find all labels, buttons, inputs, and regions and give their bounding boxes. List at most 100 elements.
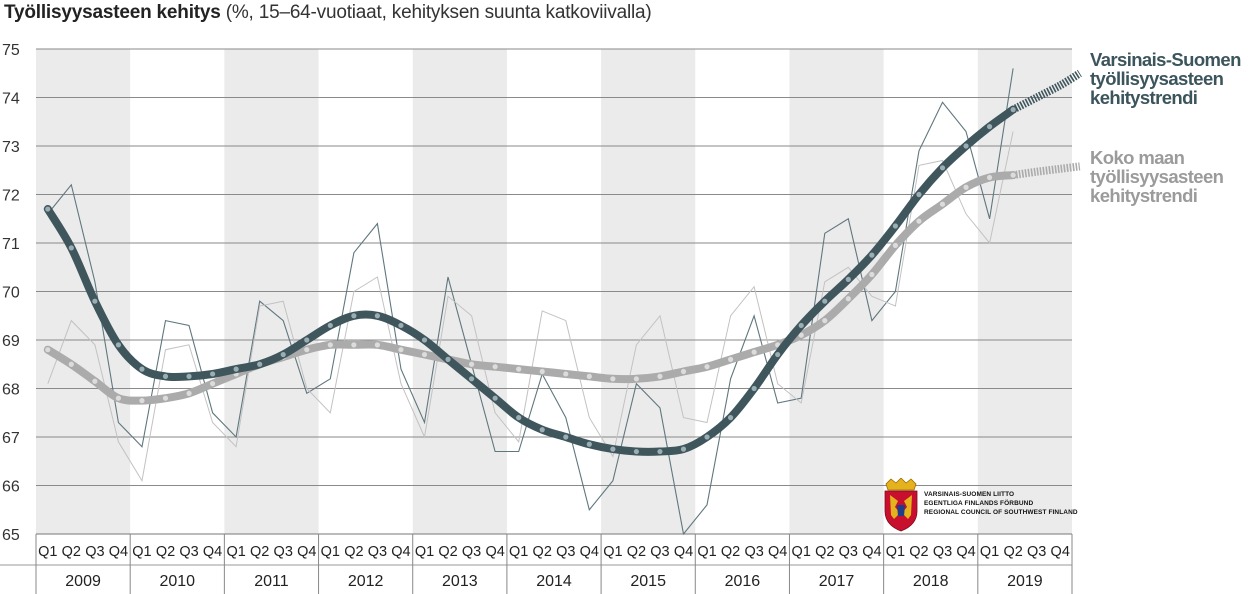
x-tick-quarter: Q2 bbox=[1003, 544, 1022, 560]
x-tick-quarter: Q2 bbox=[344, 544, 363, 560]
x-tick-quarter: Q3 bbox=[179, 544, 198, 560]
legend-southwest-line: kehitystrendi bbox=[1090, 87, 1198, 108]
trend-point-southwest bbox=[139, 366, 145, 372]
legend-country-line: työllisyysasteen bbox=[1090, 166, 1224, 187]
legend-country: Koko maan työllisyysasteen kehitystrendi bbox=[1090, 147, 1224, 205]
trend-point-country bbox=[492, 364, 498, 370]
trend-point-southwest bbox=[657, 448, 663, 455]
x-tick-quarter: Q1 bbox=[509, 544, 528, 560]
y-tick-label: 74 bbox=[2, 91, 20, 108]
trend-point-southwest bbox=[115, 342, 122, 348]
trend-point-country bbox=[939, 201, 946, 207]
trend-point-country bbox=[1010, 172, 1016, 178]
y-tick-label: 72 bbox=[2, 188, 20, 205]
x-tick-quarter: Q1 bbox=[226, 544, 245, 560]
x-tick-quarter: Q4 bbox=[580, 544, 599, 560]
x-tick-quarter: Q4 bbox=[1051, 544, 1070, 560]
x-tick-quarter: Q3 bbox=[744, 544, 763, 560]
trend-point-country bbox=[657, 373, 663, 379]
trend-point-country bbox=[680, 368, 687, 375]
trend-point-country bbox=[92, 378, 98, 384]
x-tick-quarter: Q4 bbox=[485, 544, 504, 560]
x-tick-quarter: Q2 bbox=[156, 544, 175, 560]
x-tick-quarter: Q4 bbox=[768, 544, 787, 560]
logo-text-line: EGENTLIGA FINLANDS FÖRBUND bbox=[924, 500, 1034, 507]
trend-point-country bbox=[845, 296, 851, 302]
x-tick-quarter: Q2 bbox=[250, 544, 269, 560]
x-tick-quarter: Q4 bbox=[109, 544, 128, 560]
trend-point-southwest bbox=[209, 371, 216, 377]
horizontal-gridlines bbox=[36, 48, 1072, 535]
trend-point-southwest bbox=[610, 446, 616, 452]
y-tick-label: 70 bbox=[2, 285, 20, 302]
trend-point-southwest bbox=[421, 337, 428, 343]
trend-point-southwest bbox=[845, 276, 851, 282]
x-axis: Q1 Q2 Q3 Q4 Q1 Q2 Q3 Q4 Q1 Q2 Q3 Q4 Q1 Q2 Q3 Q4 Q1 Q2 Q3 Q4… bbox=[0, 533, 1073, 594]
x-tick-year: 2009 bbox=[65, 573, 101, 590]
x-tick-year: 2014 bbox=[536, 573, 572, 590]
x-tick-quarter: Q1 bbox=[38, 544, 57, 560]
x-tick-year: 2015 bbox=[630, 573, 666, 590]
trend-point-country bbox=[727, 356, 734, 362]
legend-country-line: Koko maan bbox=[1090, 147, 1185, 168]
trend-point-country bbox=[68, 361, 74, 367]
trend-point-southwest bbox=[492, 395, 498, 401]
trend-point-southwest bbox=[351, 313, 357, 319]
trend-point-southwest bbox=[304, 337, 310, 343]
trend-point-southwest bbox=[1010, 107, 1016, 113]
trend-point-country bbox=[986, 174, 993, 181]
trend-point-country bbox=[704, 364, 710, 370]
trend-point-southwest bbox=[798, 322, 804, 329]
trend-point-country bbox=[468, 361, 475, 367]
trend-point-southwest bbox=[892, 223, 899, 229]
trend-point-southwest bbox=[68, 245, 74, 251]
x-tick-quarter: Q3 bbox=[462, 544, 481, 560]
chart-title-sub: (%, 15–64-vuotiaat, kehityksen suunta ka… bbox=[225, 2, 652, 23]
chart-title: Työllisyysasteen kehitys (%, 15–64-vuoti… bbox=[4, 2, 652, 24]
trend-point-country bbox=[327, 342, 333, 348]
trend-point-southwest bbox=[633, 448, 640, 455]
legend-southwest: Varsinais-Suomen työllisyysasteen kehity… bbox=[1090, 50, 1241, 107]
trend-point-country bbox=[374, 342, 381, 348]
logo-text: VARSINAIS-SUOMEN LIITTO EGENTLIGA FINLAN… bbox=[924, 490, 1078, 517]
x-tick-quarter: Q2 bbox=[533, 544, 552, 560]
trend-point-country bbox=[516, 366, 522, 372]
x-tick-quarter: Q1 bbox=[792, 544, 811, 560]
trend-point-country bbox=[398, 347, 404, 353]
trend-point-country bbox=[139, 398, 145, 404]
x-tick-quarter: Q4 bbox=[391, 544, 410, 560]
trend-point-southwest bbox=[257, 361, 263, 367]
trend-point-country bbox=[421, 351, 428, 358]
x-tick-quarter: Q1 bbox=[697, 544, 716, 560]
trend-projection-southwest bbox=[1011, 69, 1082, 114]
trend-point-country bbox=[633, 376, 640, 382]
trend-point-country bbox=[162, 395, 169, 401]
x-tick-quarter: Q3 bbox=[839, 544, 858, 560]
trend-point-country bbox=[539, 368, 545, 375]
trend-point-country bbox=[798, 332, 804, 338]
x-tick-quarter: Q3 bbox=[368, 544, 387, 560]
trend-point-country bbox=[115, 395, 122, 401]
trend-point-country bbox=[892, 242, 899, 249]
trend-point-southwest bbox=[869, 252, 875, 258]
trend-point-southwest bbox=[986, 124, 993, 130]
y-tick-label: 68 bbox=[2, 382, 20, 399]
trend-point-southwest bbox=[775, 351, 781, 358]
y-tick-label: 67 bbox=[2, 430, 20, 447]
trend-point-country bbox=[45, 347, 51, 353]
x-tick-quarter: Q3 bbox=[556, 544, 575, 560]
trend-point-southwest bbox=[468, 376, 475, 382]
x-tick-quarter: Q2 bbox=[909, 544, 928, 560]
x-tick-quarter: Q1 bbox=[886, 544, 905, 560]
x-tick-quarter: Q2 bbox=[627, 544, 646, 560]
trend-point-southwest bbox=[563, 434, 569, 440]
x-tick-quarter: Q1 bbox=[321, 544, 340, 560]
trend-point-southwest bbox=[327, 322, 333, 329]
trend-point-southwest bbox=[680, 446, 687, 452]
y-tick-label: 73 bbox=[2, 139, 20, 156]
trend-point-country bbox=[869, 271, 875, 278]
trend-point-southwest bbox=[516, 415, 522, 421]
trend-point-country bbox=[775, 342, 781, 348]
x-tick-quarter: Q1 bbox=[132, 544, 151, 560]
x-tick-quarter: Q3 bbox=[85, 544, 104, 560]
